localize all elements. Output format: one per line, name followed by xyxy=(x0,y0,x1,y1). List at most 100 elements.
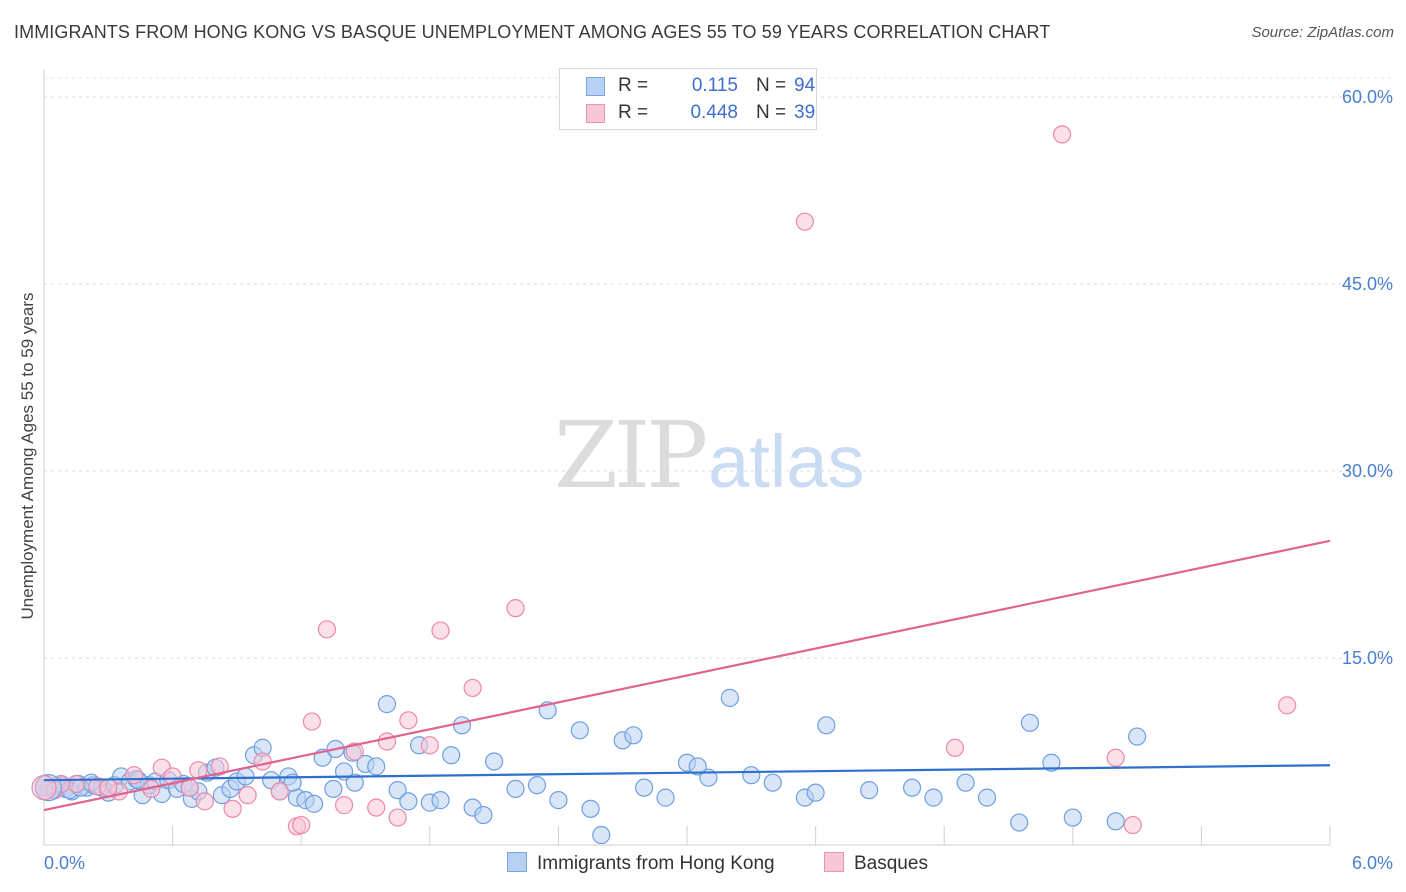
basques-point xyxy=(388,808,407,827)
chart-title: IMMIGRANTS FROM HONG KONG VS BASQUE UNEM… xyxy=(14,22,1051,42)
basques-point xyxy=(124,766,144,785)
hong-kong-point xyxy=(452,716,472,735)
x-axis-tick-labels: 0.0% 6.0% xyxy=(44,853,1393,873)
legend-swatch-hong-kong xyxy=(586,77,605,96)
legend-n-value: 39 xyxy=(794,102,816,123)
hong-kong-point xyxy=(742,766,761,785)
x-tick-label: 6.0% xyxy=(1352,853,1393,873)
bottom-legend-label-hong-kong: Immigrants from Hong Kong xyxy=(537,853,775,874)
legend-r-label: R = xyxy=(618,102,649,123)
hong-kong-point xyxy=(549,791,568,810)
hong-kong-trendline xyxy=(43,764,1331,782)
basques-point xyxy=(399,711,418,730)
basques-point xyxy=(238,786,257,805)
hong-kong-point xyxy=(977,788,997,807)
hong-kong-point xyxy=(763,773,782,792)
legend-r-value: 0.115 xyxy=(691,75,738,96)
correlation-legend: R = 0.115 N = 94 R = 0.448 N = 39 xyxy=(559,68,817,130)
hong-kong-point xyxy=(581,799,600,818)
hong-kong-point xyxy=(431,791,450,810)
legend-n-label: N = xyxy=(756,75,787,96)
y-tick-label: 60.0% xyxy=(1342,87,1393,107)
hong-kong-point xyxy=(388,781,407,800)
hong-kong-point xyxy=(688,757,707,776)
legend-r-label: R = xyxy=(618,75,649,96)
basques-point xyxy=(292,815,311,835)
basques-point xyxy=(1278,696,1297,715)
bottom-legend-swatch-hong-kong xyxy=(507,852,527,872)
basques-point xyxy=(31,775,57,801)
hong-kong-point xyxy=(367,757,386,776)
source-label: Source: ZipAtlas.com xyxy=(1251,24,1394,41)
basques-point xyxy=(317,620,337,639)
hong-kong-point xyxy=(635,778,654,797)
watermark: ZIPatlas xyxy=(554,402,864,509)
basques-point xyxy=(431,621,450,640)
bottom-legend-basques: Basques xyxy=(824,852,928,875)
basques-point xyxy=(945,738,965,757)
hong-kong-point xyxy=(806,783,825,802)
hong-kong-point xyxy=(860,781,879,800)
y-axis-tick-labels: 15.0% 30.0% 45.0% 60.0% xyxy=(1342,87,1393,668)
basques-point xyxy=(302,712,322,731)
basques-point xyxy=(210,757,229,776)
basques-point xyxy=(195,792,214,811)
data-points xyxy=(31,125,1297,845)
hong-kong-point xyxy=(592,825,611,845)
basques-point xyxy=(345,742,364,761)
hong-kong-point xyxy=(720,688,739,707)
hong-kong-point xyxy=(656,788,675,807)
gridlines xyxy=(43,70,1392,846)
basques-trendline xyxy=(43,539,1331,812)
trendlines xyxy=(43,539,1331,812)
hong-kong-point xyxy=(377,695,397,714)
hong-kong-point xyxy=(1020,713,1040,732)
basques-point xyxy=(795,212,814,231)
hong-kong-point xyxy=(527,776,547,795)
hong-kong-point xyxy=(817,716,836,735)
bottom-legend-swatch-basques xyxy=(824,852,844,872)
watermark-zip: ZIP xyxy=(554,402,708,509)
hong-kong-point xyxy=(956,773,975,792)
basques-point xyxy=(223,799,242,818)
basques-point xyxy=(163,767,182,786)
x-axis-ticks xyxy=(43,826,1331,845)
basques-point xyxy=(1106,748,1125,767)
basques-point xyxy=(253,752,272,771)
basques-point xyxy=(99,778,118,797)
hong-kong-point xyxy=(474,805,493,825)
x-tick-label: 0.0% xyxy=(44,853,85,873)
basques-point xyxy=(377,732,397,751)
hong-kong-point xyxy=(236,767,255,786)
hong-kong-point xyxy=(345,773,364,792)
basques-point xyxy=(334,796,354,815)
hong-kong-point xyxy=(1127,727,1147,746)
hong-kong-point xyxy=(399,792,418,811)
legend-n-label: N = xyxy=(756,102,787,123)
y-tick-label: 30.0% xyxy=(1342,461,1393,481)
legend-swatch-basques xyxy=(586,104,605,123)
hong-kong-point xyxy=(506,779,525,799)
hong-kong-point xyxy=(1106,812,1125,831)
bottom-legend-hong-kong: Immigrants from Hong Kong xyxy=(507,852,775,875)
hong-kong-point xyxy=(902,778,922,797)
basques-point xyxy=(420,736,439,755)
legend-r-value: 0.448 xyxy=(690,102,738,123)
hong-kong-point xyxy=(570,721,589,740)
hong-kong-point xyxy=(1063,808,1082,827)
hong-kong-point xyxy=(304,794,324,813)
hong-kong-point xyxy=(324,779,343,799)
hong-kong-point xyxy=(924,788,943,807)
hong-kong-point xyxy=(442,746,461,765)
bottom-legend-label-basques: Basques xyxy=(854,853,928,874)
hong-kong-point xyxy=(1042,753,1061,772)
basques-point xyxy=(506,599,525,618)
watermark-atlas: atlas xyxy=(708,420,865,503)
hong-kong-point xyxy=(485,752,504,771)
basques-point xyxy=(270,782,289,801)
y-tick-label: 15.0% xyxy=(1342,648,1393,668)
basques-point xyxy=(367,798,386,817)
basques-point xyxy=(463,678,482,698)
hong-kong-point xyxy=(624,726,643,745)
